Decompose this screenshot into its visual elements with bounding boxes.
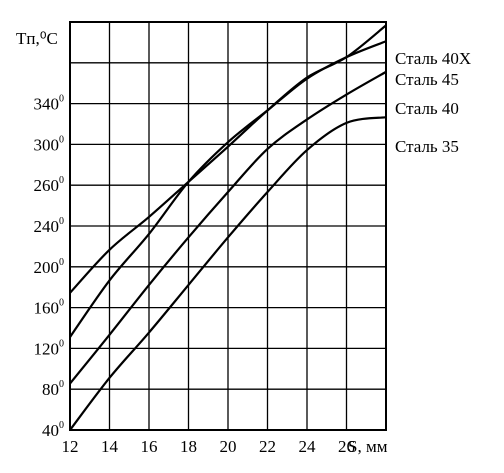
x-tick-label: 18 bbox=[180, 437, 197, 456]
y-tick-labels: 400 800 1200 1600 2000 2400 2600 3000 3400 bbox=[34, 94, 65, 440]
x-tick-label: 16 bbox=[141, 437, 158, 456]
y-tick-label: 2600 bbox=[34, 175, 65, 195]
y-tick-label: 2400 bbox=[34, 216, 65, 236]
y-tick-label: 2000 bbox=[34, 257, 65, 277]
x-tick-label: 24 bbox=[299, 437, 317, 456]
x-tick-label: 20 bbox=[220, 437, 237, 456]
y-tick-label: 400 bbox=[42, 420, 64, 440]
series-lines bbox=[69, 24, 387, 431]
x-axis-label: S, мм bbox=[348, 437, 388, 456]
series-label: Сталь 40 bbox=[395, 99, 459, 118]
y-tick-label: 3000 bbox=[34, 134, 65, 154]
series-line-4 bbox=[69, 116, 387, 431]
y-axis-label: Tп,⁰С bbox=[16, 29, 58, 48]
series-labels: Сталь 40Х Сталь 45 Сталь 40 Сталь 35 bbox=[395, 49, 471, 156]
series-label: Сталь 35 bbox=[395, 137, 459, 156]
x-tick-labels: 12 14 16 18 20 22 24 26 bbox=[62, 437, 356, 456]
y-tick-label: 1600 bbox=[34, 298, 65, 318]
x-tick-label: 22 bbox=[259, 437, 276, 456]
y-tick-label: 800 bbox=[42, 379, 64, 399]
series-label: Сталь 40Х bbox=[395, 49, 471, 68]
y-tick-label: 1200 bbox=[34, 338, 65, 358]
y-tick-label: 3400 bbox=[34, 94, 65, 114]
x-tick-label: 26 bbox=[338, 437, 355, 456]
series-label: Сталь 45 bbox=[395, 70, 459, 89]
x-tick-label: 12 bbox=[62, 437, 79, 456]
x-tick-label: 14 bbox=[101, 437, 119, 456]
series-line-2 bbox=[69, 40, 387, 338]
series-line-3 bbox=[69, 70, 387, 385]
